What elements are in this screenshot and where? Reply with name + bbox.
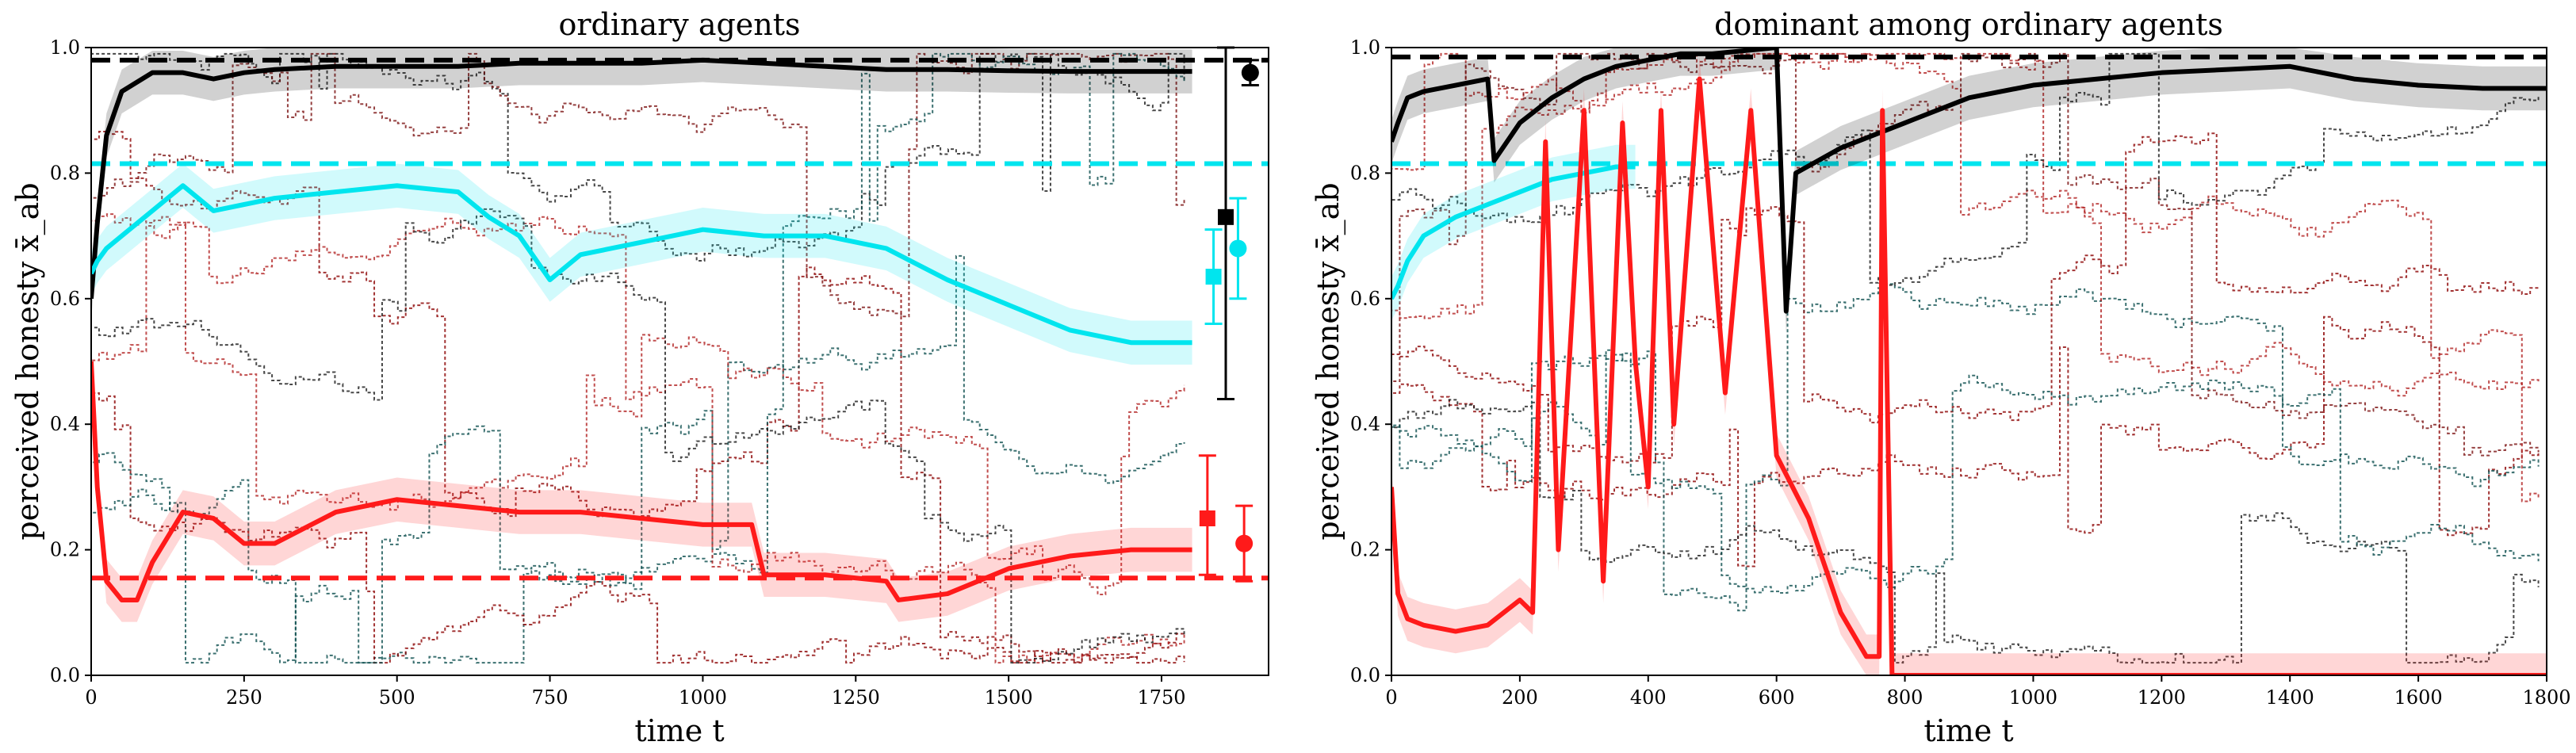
series-line [91, 183, 1192, 346]
x-tick-label: 1750 [1137, 686, 1185, 709]
plot-frame [90, 47, 1269, 676]
series-line [1391, 76, 2547, 675]
background-trajectory [1391, 352, 2540, 594]
error-bars [1198, 46, 1259, 583]
error-bar [1235, 504, 1254, 583]
x-tick-label: 750 [532, 686, 568, 709]
y-tick-label: 1.0 [50, 36, 80, 59]
error-bar [1241, 59, 1259, 87]
x-axis-label: time t [1923, 713, 2013, 748]
y-tick-label: 0.8 [50, 162, 80, 184]
series-line [91, 57, 1192, 300]
background-trajectory [91, 208, 1185, 664]
x-axis-label: time t [634, 713, 724, 748]
x-tick-label: 1600 [2394, 686, 2443, 709]
y-tick-label: 0.8 [1350, 162, 1380, 184]
x-tick-label: 1400 [2266, 686, 2314, 709]
panel-ordinary-agents: 0 250 500 750 1000 1250 1500 1750 0.00.20.40.60… [10, 7, 1269, 748]
background-trajectories [1391, 52, 2540, 664]
error-bar-marker-circle [1241, 63, 1259, 82]
confidence-band [1391, 48, 2547, 334]
y-axis-label: perceived honesty x̄_ab [1311, 182, 1346, 540]
x-tick-label: 200 [1502, 686, 1538, 709]
x-tick-label: 0 [85, 686, 97, 709]
plot-area [91, 48, 1269, 675]
x-tick-label: 1200 [2138, 686, 2186, 709]
background-trajectory [91, 52, 1185, 664]
y-axis-ticks: 0.0 0.2 0.4 0.6 0.8 1.0 [1350, 36, 1391, 686]
panel-dominant-among-ordinary-agents: 0 200 400 600 800 1000 1200 1400 1600 1800 0.0 0.2… [1311, 7, 2571, 748]
x-tick-label: 800 [1887, 686, 1923, 709]
background-trajectory [91, 254, 1185, 664]
x-tick-label: 1500 [985, 686, 1033, 709]
y-tick-label: 0.6 [50, 288, 80, 310]
chart-title: dominant among ordinary agents [1714, 7, 2223, 42]
x-tick-label: 250 [226, 686, 262, 709]
error-bar-marker-square [1205, 269, 1222, 285]
confidence-bands [1391, 48, 2547, 675]
error-bar-marker-square [1199, 510, 1215, 526]
background-trajectory [91, 216, 1185, 664]
chart-title: ordinary agents [558, 7, 800, 42]
error-bar [1198, 454, 1216, 576]
confidence-band [1391, 144, 1636, 321]
background-trajectory [1391, 52, 2540, 397]
y-tick-label: 0.2 [1350, 539, 1380, 561]
background-trajectory [1391, 132, 2540, 464]
background-trajectory [1391, 52, 2540, 503]
x-tick-label: 600 [1759, 686, 1795, 709]
error-bar-marker-square [1218, 208, 1234, 225]
error-bar [1229, 197, 1247, 300]
x-axis-ticks: 0 200 400 600 800 1000 1200 1400 1600 1800 [1385, 675, 2571, 709]
x-tick-label: 1000 [2009, 686, 2057, 709]
error-bar-marker-circle [1229, 239, 1247, 258]
background-trajectory [91, 113, 1185, 596]
background-trajectory [1391, 52, 2540, 457]
y-tick-label: 0.2 [50, 539, 80, 561]
series-line [1391, 164, 1636, 300]
confidence-band [1391, 56, 2547, 675]
y-tick-label: 1.0 [1350, 36, 1380, 59]
plot-frame [1391, 47, 2547, 676]
x-tick-label: 1000 [679, 686, 727, 709]
y-tick-label: 0.0 [50, 664, 80, 686]
series-line [91, 361, 1192, 602]
x-tick-label: 400 [1630, 686, 1667, 709]
x-tick-label: 500 [379, 686, 415, 709]
x-axis-ticks: 0 250 500 750 1000 1250 1500 1750 [85, 675, 1186, 709]
background-trajectory [91, 392, 1185, 664]
x-tick-label: 1250 [832, 686, 880, 709]
background-trajectories [91, 52, 1185, 664]
y-tick-label: 0.6 [1350, 288, 1380, 310]
background-trajectory [1391, 315, 2540, 568]
y-axis-label: perceived honesty x̄_ab [10, 182, 46, 540]
y-tick-label: 0.4 [50, 413, 80, 435]
y-tick-label: 0.4 [1350, 413, 1380, 435]
y-axis-ticks: 0.0 0.2 0.4 0.6 0.8 1.0 [50, 36, 91, 686]
reference-lines [1391, 54, 2547, 166]
x-tick-label: 0 [1385, 686, 1397, 709]
error-bar [1204, 228, 1223, 325]
confidence-band [91, 163, 1192, 365]
series-line [1391, 48, 2547, 314]
x-tick-label: 1800 [2522, 686, 2570, 709]
series-lines [91, 57, 1192, 602]
y-tick-label: 0.0 [1350, 664, 1380, 686]
series-lines [1391, 48, 2547, 675]
error-bar-marker-circle [1235, 534, 1254, 552]
